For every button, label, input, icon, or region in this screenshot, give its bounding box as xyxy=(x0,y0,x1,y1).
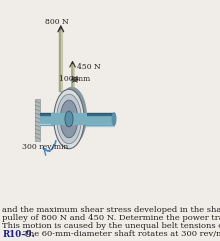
Text: 100 mm: 100 mm xyxy=(59,75,90,83)
Ellipse shape xyxy=(60,100,78,138)
Ellipse shape xyxy=(57,87,86,145)
FancyBboxPatch shape xyxy=(51,113,86,125)
Text: This motion is caused by the unequal belt tensions on the: This motion is caused by the unequal bel… xyxy=(2,222,220,230)
FancyBboxPatch shape xyxy=(73,113,114,125)
FancyBboxPatch shape xyxy=(40,113,61,125)
Text: The 60-mm-diameter shaft rotates at 300 rev/min.: The 60-mm-diameter shaft rotates at 300 … xyxy=(18,230,220,238)
Text: R10–9.: R10–9. xyxy=(2,230,35,239)
FancyBboxPatch shape xyxy=(35,99,40,141)
Text: 450 N: 450 N xyxy=(77,63,100,71)
Text: 800 N: 800 N xyxy=(46,18,69,26)
Text: and the maximum shear stress developed in the shaft.: and the maximum shear stress developed i… xyxy=(2,206,220,214)
Ellipse shape xyxy=(57,94,81,144)
Ellipse shape xyxy=(54,89,84,149)
Text: 300 rev/min: 300 rev/min xyxy=(22,143,69,151)
Ellipse shape xyxy=(65,111,73,127)
Ellipse shape xyxy=(112,113,116,125)
Text: pulley of 800 N and 450 N. Determine the power transmitted: pulley of 800 N and 450 N. Determine the… xyxy=(2,214,220,222)
